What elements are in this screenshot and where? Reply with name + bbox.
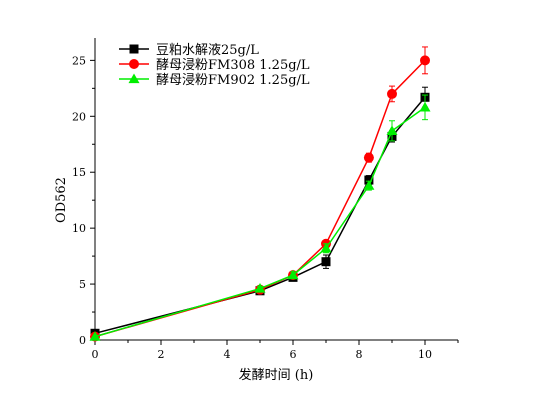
data-point — [363, 180, 375, 190]
legend-label: 酵母浸粉FM308 1.25g/L — [156, 58, 310, 73]
legend-marker — [128, 73, 140, 84]
y-tick-label: 10 — [72, 222, 86, 235]
series-2 — [90, 46, 430, 342]
y-tick-label: 15 — [72, 166, 86, 179]
data-point — [89, 331, 101, 341]
data-point — [287, 269, 299, 280]
x-tick-label: 6 — [290, 348, 297, 361]
data-point — [364, 175, 374, 185]
data-point — [321, 257, 331, 267]
legend-entry-1: 豆粕水解液25g/L — [119, 43, 259, 58]
y-tick-label: 20 — [72, 110, 86, 123]
legend-entry-3: 酵母浸粉FM902 1.25g/L — [119, 73, 310, 88]
data-point — [387, 88, 397, 99]
x-tick-label: 10 — [418, 348, 432, 361]
x-axis-title: 发酵时间 (h) — [239, 367, 314, 383]
series-line — [94, 106, 426, 338]
data-point — [420, 55, 430, 66]
legend-marker — [129, 44, 139, 54]
legend-marker — [129, 59, 139, 69]
series-1 — [90, 86, 430, 338]
data-point — [419, 101, 431, 112]
series-3 — [89, 94, 431, 341]
legend-label: 酵母浸粉FM902 1.25g/L — [156, 73, 310, 88]
y-tick-label: 0 — [79, 334, 86, 347]
y-tick-label: 25 — [72, 54, 86, 67]
x-tick-label: 8 — [356, 348, 363, 361]
x-tick-label: 4 — [224, 348, 231, 361]
axes: 0 2 4 6 8 10 0 5 10 15 20 25 — [72, 38, 459, 361]
series-layer — [89, 46, 431, 342]
legend-label: 豆粕水解液25g/L — [156, 43, 259, 58]
legend-entry-2: 酵母浸粉FM308 1.25g/L — [119, 58, 310, 73]
y-axis-title: OD562 — [54, 177, 69, 223]
y-tick-label: 5 — [79, 278, 86, 291]
data-point — [254, 283, 266, 293]
data-point — [363, 152, 374, 163]
data-point — [386, 125, 398, 135]
x-tick-label: 0 — [92, 348, 99, 361]
series-line — [94, 96, 426, 335]
data-point — [320, 242, 332, 253]
x-tick-label: 2 — [158, 348, 165, 361]
